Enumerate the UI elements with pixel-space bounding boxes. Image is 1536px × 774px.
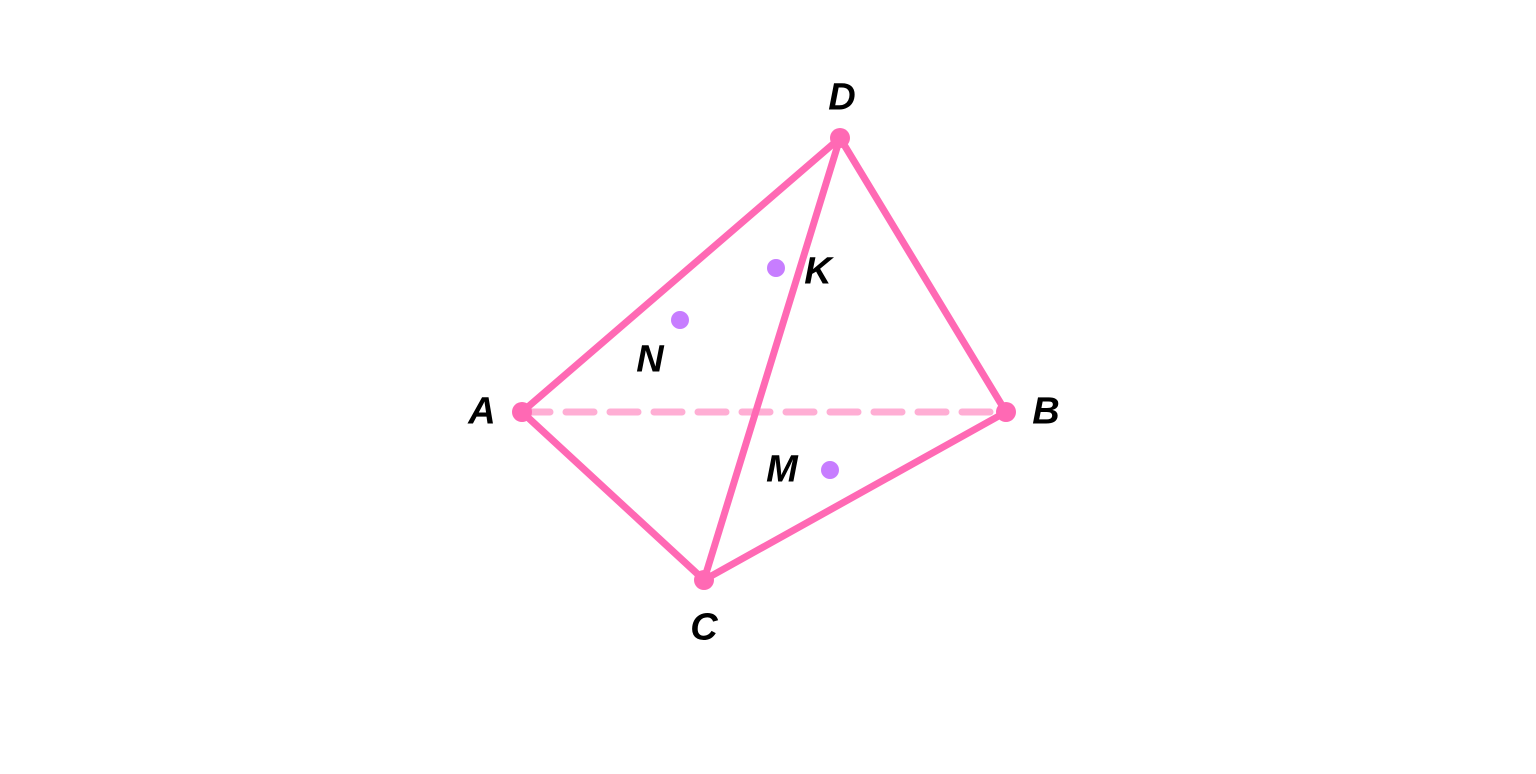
tetrahedron-diagram [0,0,1536,774]
interior-label-M: M [766,449,798,492]
vertex-C [694,570,714,590]
vertex-D [830,128,850,148]
vertex-A [512,402,532,422]
vertex-B [996,402,1016,422]
vertex-label-D: D [828,77,855,120]
vertex-label-A: A [468,391,495,434]
interior-label-N: N [636,339,663,382]
interior-point-M [821,461,839,479]
interior-point-N [671,311,689,329]
interior-point-K [767,259,785,277]
edges-group [522,138,1006,580]
interior-label-K: K [804,251,831,294]
edge-AC [522,412,704,580]
edge-BD [840,138,1006,412]
edge-AD [522,138,840,412]
vertex-label-B: B [1032,391,1059,434]
vertex-label-C: C [690,607,717,650]
